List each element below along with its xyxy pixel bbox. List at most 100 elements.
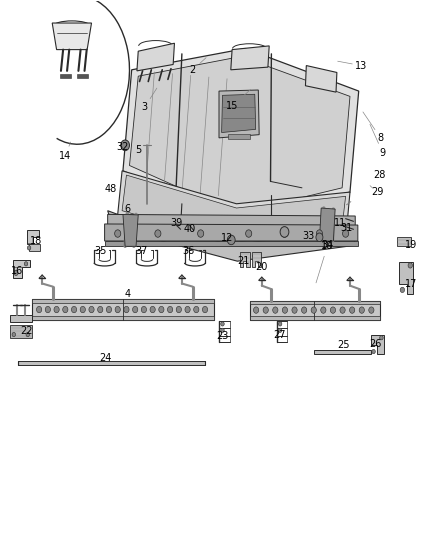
Polygon shape [29,244,40,251]
Circle shape [176,306,181,313]
Circle shape [408,263,413,268]
Polygon shape [314,351,371,354]
Polygon shape [130,56,350,213]
Circle shape [45,306,50,313]
Text: 48: 48 [105,184,117,195]
Text: 22: 22 [20,326,32,336]
Text: 23: 23 [216,330,229,341]
Circle shape [359,307,364,313]
Circle shape [159,306,164,313]
Circle shape [311,307,316,313]
Polygon shape [219,90,259,138]
Text: 17: 17 [405,279,417,288]
Text: 10: 10 [321,241,333,251]
Polygon shape [231,46,269,70]
Circle shape [54,306,59,313]
Polygon shape [32,300,214,320]
Circle shape [279,322,282,326]
Polygon shape [105,241,358,246]
Circle shape [254,307,259,313]
Polygon shape [52,23,92,50]
Polygon shape [11,316,32,322]
Text: 9: 9 [380,148,386,158]
Circle shape [167,306,173,313]
Circle shape [316,233,323,241]
Polygon shape [240,252,250,266]
Circle shape [343,230,349,237]
Circle shape [202,306,208,313]
Text: 29: 29 [371,187,383,197]
Polygon shape [108,211,355,261]
Circle shape [369,307,374,313]
Circle shape [279,328,282,333]
Circle shape [14,270,18,276]
Text: 3: 3 [142,102,148,112]
Polygon shape [305,66,337,92]
Circle shape [115,306,120,313]
Polygon shape [118,171,350,246]
Circle shape [71,306,77,313]
Circle shape [372,350,375,354]
Circle shape [133,306,138,313]
Circle shape [80,306,85,313]
Text: 35: 35 [94,246,106,255]
Circle shape [283,307,288,313]
Circle shape [194,306,199,313]
Text: 36: 36 [182,246,194,255]
Text: 25: 25 [338,340,350,350]
Text: 20: 20 [256,262,268,271]
Polygon shape [397,237,411,246]
Circle shape [400,287,405,293]
Text: 6: 6 [124,204,131,214]
Text: 13: 13 [355,61,367,70]
Polygon shape [123,214,138,246]
Text: 18: 18 [30,236,42,246]
Circle shape [150,306,155,313]
Polygon shape [18,361,205,365]
Text: 19: 19 [405,240,417,250]
Polygon shape [60,74,71,78]
Circle shape [380,336,383,340]
Polygon shape [32,300,214,303]
Polygon shape [228,134,250,139]
Polygon shape [105,224,358,241]
Polygon shape [319,208,335,241]
Polygon shape [137,43,174,71]
Circle shape [98,306,103,313]
Text: 34: 34 [321,240,333,250]
Text: 12: 12 [221,233,233,244]
Text: 40: 40 [183,224,195,235]
Circle shape [263,307,268,313]
Circle shape [330,307,336,313]
Polygon shape [399,262,413,294]
Polygon shape [371,335,384,354]
Circle shape [115,230,121,237]
Circle shape [221,328,224,333]
Polygon shape [77,74,88,78]
Circle shape [350,307,355,313]
Text: 27: 27 [273,329,286,340]
Text: 2: 2 [190,65,196,75]
Circle shape [124,306,129,313]
Circle shape [321,307,326,313]
Text: 15: 15 [226,101,238,111]
Polygon shape [123,49,359,220]
Circle shape [198,230,204,237]
Circle shape [121,140,130,151]
Circle shape [27,246,31,250]
Polygon shape [13,260,30,278]
Text: 31: 31 [340,223,353,233]
Circle shape [221,322,224,326]
Circle shape [246,230,252,237]
Circle shape [227,235,235,245]
Circle shape [273,307,278,313]
Circle shape [185,306,190,313]
Text: 26: 26 [369,338,381,349]
Circle shape [282,230,288,237]
Circle shape [292,307,297,313]
Circle shape [141,306,147,313]
Text: 37: 37 [135,246,148,255]
Polygon shape [250,317,380,320]
Text: 16: 16 [11,266,23,276]
Circle shape [63,306,68,313]
